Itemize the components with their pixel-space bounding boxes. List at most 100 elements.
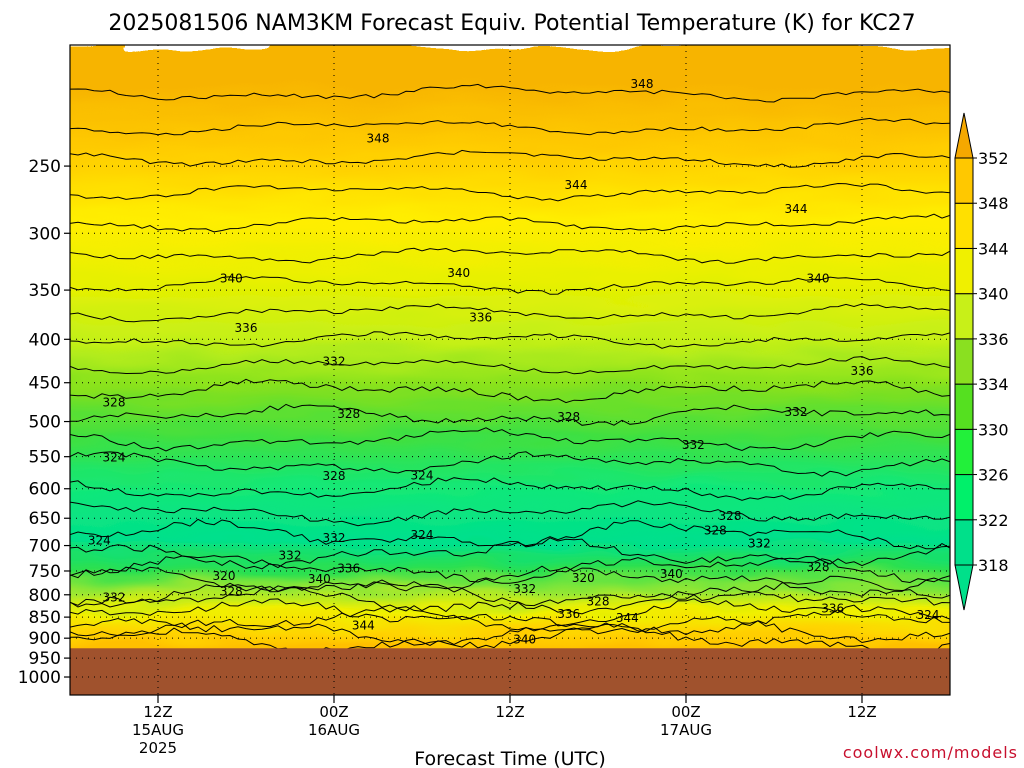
contour-label: 348 <box>631 77 654 91</box>
contour-line <box>70 451 950 477</box>
contour-label: 340 <box>660 567 683 581</box>
contour-label: 328 <box>704 524 727 538</box>
x-tick-label: 00Z <box>319 703 348 721</box>
colorbar-band <box>954 293 974 340</box>
below-ground-mask <box>70 648 950 695</box>
contour-label: 324 <box>103 450 126 464</box>
contour-label: 332 <box>748 536 771 550</box>
contour-label: 332 <box>279 548 302 562</box>
contour-label: 348 <box>367 132 390 146</box>
contour-label: 332 <box>513 582 536 596</box>
contour-line <box>70 477 950 501</box>
colorbar-label: 348 <box>978 194 1009 213</box>
contour-line <box>70 555 950 584</box>
contour-label: 324 <box>411 469 434 483</box>
contour-label: 324 <box>411 528 434 542</box>
y-tick-label: 850 <box>29 608 61 628</box>
contour-label: 344 <box>352 618 375 632</box>
contour-label: 324 <box>88 533 111 547</box>
colorbar-label: 336 <box>978 330 1009 349</box>
contour-line <box>70 500 950 527</box>
x-tick-label: 16AUG <box>308 721 360 739</box>
contour-label: 340 <box>513 632 536 646</box>
x-axis-label: Forecast Time (UTC) <box>414 748 605 768</box>
contour-label: 340 <box>447 266 470 280</box>
credit-text: coolwx.com/models <box>843 743 1018 762</box>
contour-label: 336 <box>851 364 874 378</box>
x-tick-label: 00Z <box>671 703 700 721</box>
contour-line <box>70 213 950 233</box>
contour-line <box>70 615 950 646</box>
colorbar-label: 322 <box>978 511 1009 530</box>
contour-label: 344 <box>616 611 639 625</box>
contour-line <box>70 575 950 608</box>
y-tick-label: 800 <box>29 586 61 606</box>
contour-line <box>70 606 950 637</box>
x-tick-label: 12Z <box>847 703 876 721</box>
y-tick-label: 750 <box>29 562 61 582</box>
contour-label: 328 <box>220 585 243 599</box>
colorbar-min-arrow <box>954 564 974 611</box>
x-tick-label: 2025 <box>139 739 177 757</box>
contour-line <box>70 623 950 657</box>
colorbar-label: 340 <box>978 285 1009 304</box>
contour-line <box>70 537 950 570</box>
y-tick-label: 250 <box>29 157 61 177</box>
contour-line <box>70 378 950 404</box>
colorbar-label: 318 <box>978 556 1009 575</box>
contour-line <box>70 303 950 323</box>
contour-line <box>70 331 950 349</box>
x-tick-label: 17AUG <box>660 721 712 739</box>
y-tick-label: 700 <box>29 537 61 557</box>
contour-line <box>70 149 950 168</box>
contour-line <box>70 276 950 295</box>
contour-label: 340 <box>220 271 243 285</box>
contour-label: 332 <box>323 531 346 545</box>
colorbar-band <box>954 519 974 566</box>
colorbar-band <box>954 428 974 476</box>
contour-label: 336 <box>469 310 492 324</box>
y-tick-label: 950 <box>29 649 61 669</box>
colorbar-band <box>954 247 974 295</box>
y-tick-label: 400 <box>29 330 61 350</box>
x-tick-label: 12Z <box>495 703 524 721</box>
colorbar-label: 352 <box>978 149 1009 168</box>
contour-label: 328 <box>103 396 126 410</box>
contour-line <box>70 518 950 550</box>
colorbar-max-arrow <box>954 112 974 159</box>
colorbar-band <box>954 338 974 385</box>
contour-line <box>70 247 950 264</box>
y-tick-label: 450 <box>29 374 61 394</box>
y-tick-label: 350 <box>29 281 61 301</box>
contour-label: 328 <box>337 407 360 421</box>
contour-line <box>70 403 950 426</box>
contour-label: 320 <box>572 571 595 585</box>
colorbar-label: 344 <box>978 239 1009 258</box>
y-tick-label: 500 <box>29 413 61 433</box>
contour-label: 336 <box>557 607 580 621</box>
contour-label: 340 <box>308 572 331 586</box>
colorbar-label: 330 <box>978 420 1009 439</box>
contour-label: 344 <box>785 202 808 216</box>
contour-line <box>70 356 950 375</box>
colorbar-band <box>954 202 974 249</box>
contour-label: 332 <box>103 591 126 605</box>
colorbar: 318 322 326 330 334 336 340 344 348 352 <box>954 112 1009 611</box>
contour-label: 336 <box>235 321 258 335</box>
contour-label: 324 <box>917 608 940 622</box>
contour-label: 328 <box>719 509 742 523</box>
contour-label: 320 <box>213 569 236 583</box>
contour-label: 344 <box>565 178 588 192</box>
contour-label: 328 <box>323 469 346 483</box>
contour-label: 336 <box>821 601 844 615</box>
contour-line <box>70 565 950 597</box>
colorbar-band <box>954 474 974 521</box>
contour-label: 336 <box>337 562 360 576</box>
x-tick-label: 15AUG <box>132 721 184 739</box>
contour-line <box>70 117 950 136</box>
colorbar-label: 334 <box>978 375 1009 394</box>
plot-area: 348 348 344 344 340 340 340 336 336 336 332 332 332 3… <box>69 44 951 696</box>
y-tick-label: 900 <box>29 629 61 649</box>
contour-label: 328 <box>807 560 830 574</box>
